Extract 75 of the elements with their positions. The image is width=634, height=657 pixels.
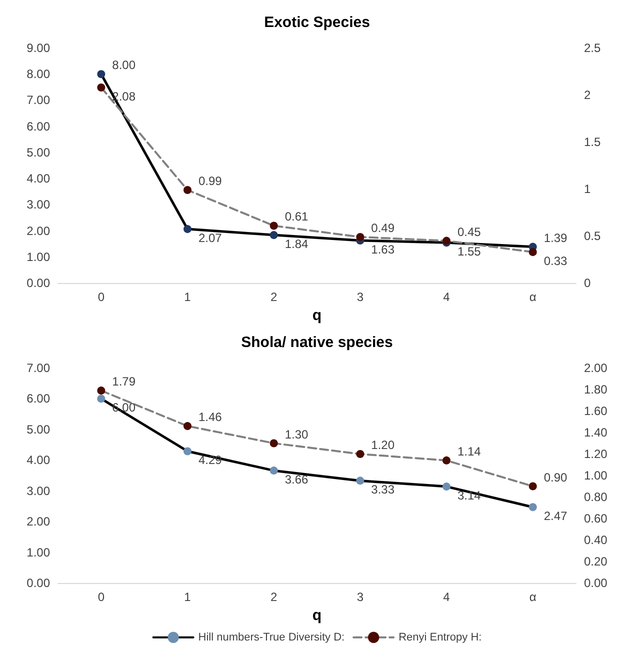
y-tick-label: 7.00 xyxy=(26,93,50,108)
data-label: 0.45 xyxy=(458,224,482,239)
y-tick-label: 5.00 xyxy=(26,422,50,436)
y2-tick-label: 1 xyxy=(584,182,591,196)
legend-label: Renyi Entropy H: xyxy=(398,631,482,644)
y-tick-label: 3.00 xyxy=(26,198,50,212)
y-tick-label: 4.00 xyxy=(26,172,50,186)
data-label: 0.33 xyxy=(544,254,568,268)
y-tick-label: 8.00 xyxy=(26,67,50,82)
data-label: 1.30 xyxy=(284,427,309,442)
data-label: 0.90 xyxy=(544,470,568,484)
y-tick-label: 5.00 xyxy=(26,145,50,160)
y2-tick-label: 0.80 xyxy=(584,490,608,504)
data-label: 1.46 xyxy=(198,410,222,424)
y-tick-label: 2.00 xyxy=(26,224,50,238)
data-label: 4.29 xyxy=(198,453,222,468)
data-label: 8.00 xyxy=(112,58,136,72)
x-tick-label: 3 xyxy=(356,290,364,304)
data-label: 2.47 xyxy=(544,509,568,524)
x-tick-label: 4 xyxy=(443,290,450,304)
x-tick-label: 2 xyxy=(270,590,278,604)
y-tick-label: 0.00 xyxy=(26,276,50,290)
y2-tick-label: 0.60 xyxy=(584,512,608,526)
y2-tick-label: 0.40 xyxy=(584,533,608,547)
x-tick-label: 0 xyxy=(98,590,105,604)
y2-tick-label: 0.00 xyxy=(584,576,608,590)
y-tick-label: 1.00 xyxy=(26,545,50,560)
y2-tick-label: 2.5 xyxy=(584,41,602,55)
x-tick-label: α xyxy=(529,590,536,604)
y2-tick-label: 1.40 xyxy=(584,426,608,440)
x-tick-label: 4 xyxy=(443,590,450,604)
y2-tick-label: 1.00 xyxy=(584,468,608,482)
y2-tick-label: 2 xyxy=(584,88,591,102)
y-tick-label: 2.00 xyxy=(26,514,50,529)
data-label: 1.14 xyxy=(458,444,482,458)
y2-tick-label: 1.60 xyxy=(584,404,608,418)
y2-tick-label: 1.80 xyxy=(584,382,608,396)
data-label: 1.63 xyxy=(371,242,395,257)
data-label: 3.14 xyxy=(458,488,482,503)
y2-tick-label: 0.5 xyxy=(584,229,602,244)
y2-tick-label: 0.20 xyxy=(584,554,608,568)
data-label: 1.39 xyxy=(544,230,568,245)
chart-title: Shola/ native species xyxy=(241,334,393,351)
x-axis-title: q xyxy=(312,307,322,324)
y-tick-label: 0.00 xyxy=(26,576,50,590)
chart-title: Exotic Species xyxy=(264,14,370,31)
x-tick-label: 1 xyxy=(184,590,192,604)
data-label: 3.66 xyxy=(284,472,309,487)
data-label: 1.55 xyxy=(458,244,482,259)
y-tick-label: 6.00 xyxy=(26,119,50,134)
y-tick-label: 1.00 xyxy=(26,250,50,264)
y-tick-label: 3.00 xyxy=(26,484,50,498)
data-label: 1.79 xyxy=(112,374,136,389)
legend-label: Hill numbers-True Diversity D: xyxy=(198,631,345,644)
data-label: 0.49 xyxy=(371,221,395,236)
x-tick-label: 1 xyxy=(184,290,192,304)
y-tick-label: 7.00 xyxy=(26,361,50,375)
x-axis-title: q xyxy=(312,606,322,624)
y2-tick-label: 1.20 xyxy=(584,447,608,461)
data-label: 1.84 xyxy=(284,237,309,252)
y-tick-label: 6.00 xyxy=(26,392,50,406)
data-label: 0.99 xyxy=(198,174,222,188)
data-label: 0.61 xyxy=(284,210,309,224)
y-tick-label: 9.00 xyxy=(26,41,50,55)
x-tick-label: α xyxy=(529,290,536,304)
data-label: 3.33 xyxy=(371,482,395,497)
y2-tick-label: 1.5 xyxy=(584,135,602,150)
x-tick-label: 0 xyxy=(98,290,105,304)
x-tick-label: 2 xyxy=(270,290,278,304)
data-label: 2.07 xyxy=(198,231,222,246)
y2-tick-label: 0 xyxy=(584,276,591,290)
y2-tick-label: 2.00 xyxy=(584,361,608,375)
y-tick-label: 4.00 xyxy=(26,453,50,468)
data-label: 1.20 xyxy=(371,438,395,452)
x-tick-label: 3 xyxy=(356,590,364,604)
